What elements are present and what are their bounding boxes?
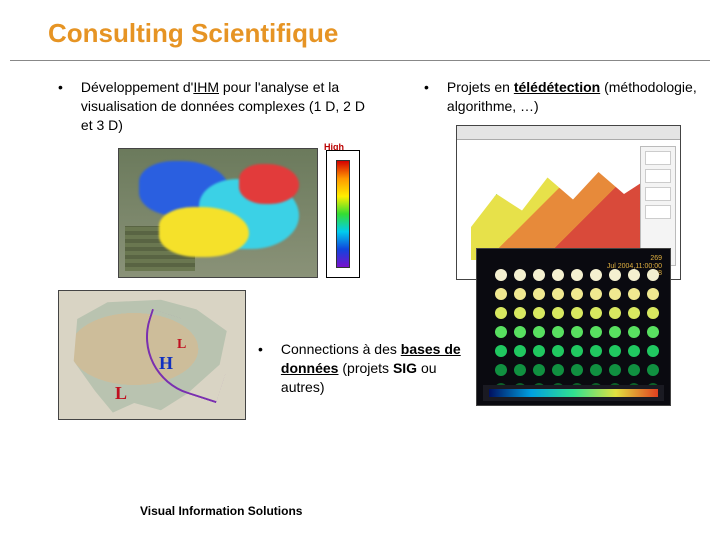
grid-dot: [571, 288, 583, 300]
grid-dot: [552, 326, 564, 338]
grid-dot: [647, 364, 659, 376]
grid-dot: [533, 288, 545, 300]
grid-dot: [628, 345, 640, 357]
colorbar-gradient: [336, 160, 350, 268]
bullet-teledetection-text: Projets en télédétection (méthodologie, …: [447, 78, 714, 116]
grid-dot: [552, 364, 564, 376]
surface-3d: [471, 150, 641, 260]
grid-dot: [647, 288, 659, 300]
grid-dot: [647, 326, 659, 338]
grid-dot: [495, 269, 507, 281]
grid-dot: [495, 364, 507, 376]
panel-row: [645, 169, 671, 183]
grid-legend: [483, 385, 664, 401]
slide-title: Consulting Scientifique: [48, 18, 338, 49]
grid-dot: [495, 345, 507, 357]
grid-dot: [533, 307, 545, 319]
panel-row: [645, 205, 671, 219]
title-divider: [10, 60, 710, 61]
text-fragment: Projets en: [447, 79, 514, 95]
grid-dot: [590, 364, 602, 376]
bullet-databases-text: Connections à des bases de données (proj…: [281, 340, 468, 397]
bullet-ihm: • Développement d'IHM pour l'analyse et …: [58, 78, 378, 135]
grid-dot: [628, 364, 640, 376]
grid-dot: [552, 345, 564, 357]
bullet-marker: •: [258, 340, 263, 359]
bullet-marker: •: [58, 78, 63, 97]
grid-dot: [514, 326, 526, 338]
grid-dot: [571, 326, 583, 338]
bullet-teledetection: • Projets en télédétection (méthodologie…: [424, 78, 714, 116]
grid-dot: [514, 345, 526, 357]
grid-dot: [609, 326, 621, 338]
grid-dot: [552, 307, 564, 319]
bullet-databases: • Connections à des bases de données (pr…: [258, 340, 468, 397]
panel-row: [645, 151, 671, 165]
grid-dot: [571, 364, 583, 376]
grid-dot: [609, 345, 621, 357]
panel-row: [645, 187, 671, 201]
grid-dot: [590, 345, 602, 357]
grid-dot: [647, 307, 659, 319]
grid-dot: [514, 269, 526, 281]
grid-dot: [647, 269, 659, 281]
grid-dot: [590, 326, 602, 338]
term-teledetection: télédétection: [514, 79, 600, 95]
grid-dot: [514, 364, 526, 376]
pressure-label-l: L: [115, 383, 127, 404]
grid-dot: [609, 288, 621, 300]
pressure-label-l: L: [177, 337, 186, 353]
grid-dot: [590, 288, 602, 300]
colorbar: [326, 150, 360, 278]
grid-dot: [590, 307, 602, 319]
grid-dot: [609, 307, 621, 319]
text-fragment: Connections à des: [281, 341, 401, 357]
grid-dot: [628, 326, 640, 338]
grid-dot: [533, 345, 545, 357]
grid-dot: [647, 345, 659, 357]
grid-dot: [628, 269, 640, 281]
bullet-ihm-text: Développement d'IHM pour l'analyse et la…: [81, 78, 378, 135]
grid-dot: [571, 307, 583, 319]
grid-dot: [628, 288, 640, 300]
figure-thermal-overlay: [118, 148, 318, 278]
dot-grid: [495, 269, 661, 397]
term-ihm: IHM: [193, 79, 219, 95]
grid-dot: [628, 307, 640, 319]
figure-weather-map: H L L: [58, 290, 246, 420]
grid-dot: [571, 345, 583, 357]
window-toolbar: [457, 126, 680, 140]
bullet-marker: •: [424, 78, 429, 97]
grid-dot: [571, 269, 583, 281]
grid-dot: [552, 269, 564, 281]
thermal-blob: [239, 164, 299, 204]
grid-dot: [495, 288, 507, 300]
thermal-blob: [159, 207, 249, 257]
footer-text: Visual Information Solutions: [140, 504, 302, 518]
grid-dot: [514, 307, 526, 319]
pressure-label-h: H: [159, 353, 173, 374]
term-sig: SIG: [393, 360, 417, 376]
grid-dot: [552, 288, 564, 300]
grid-dot: [495, 326, 507, 338]
grid-dot: [609, 269, 621, 281]
text-fragment: Développement d': [81, 79, 193, 95]
grid-dot: [495, 307, 507, 319]
text-fragment: (projets: [338, 360, 392, 376]
grid-dot: [533, 364, 545, 376]
grid-dot: [514, 288, 526, 300]
grid-dot: [533, 269, 545, 281]
grid-dot: [533, 326, 545, 338]
grid-dot: [590, 269, 602, 281]
legend-gradient: [489, 389, 658, 397]
grid-dot: [609, 364, 621, 376]
figure-dot-grid: 269 Jul 2004,11:00:00 28: [476, 248, 671, 406]
